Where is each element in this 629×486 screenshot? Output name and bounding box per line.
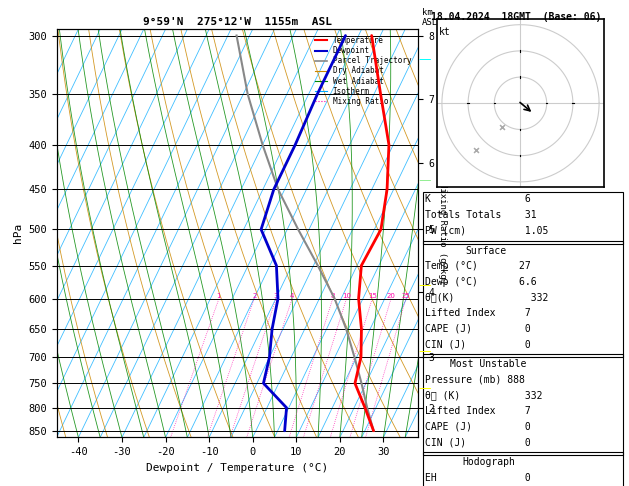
Text: 8: 8 xyxy=(330,293,335,298)
Text: —: — xyxy=(418,279,431,292)
Title: 9°59'N  275°12'W  1155m  ASL: 9°59'N 275°12'W 1155m ASL xyxy=(143,17,332,27)
Text: 3: 3 xyxy=(274,293,278,298)
Text: CIN (J)          0: CIN (J) 0 xyxy=(425,339,530,349)
Text: θᴇ(K)             332: θᴇ(K) 332 xyxy=(425,293,548,302)
Text: K                6: K 6 xyxy=(425,194,530,205)
Text: km
ASL: km ASL xyxy=(422,8,438,27)
Text: PW (cm)          1.05: PW (cm) 1.05 xyxy=(425,226,548,236)
Text: Hodograph: Hodograph xyxy=(462,457,515,467)
Text: CAPE (J)         0: CAPE (J) 0 xyxy=(425,421,530,432)
X-axis label: Dewpoint / Temperature (°C): Dewpoint / Temperature (°C) xyxy=(147,463,328,473)
Text: Lifted Index     7: Lifted Index 7 xyxy=(425,308,530,318)
Text: 18.04.2024  18GMT  (Base: 06): 18.04.2024 18GMT (Base: 06) xyxy=(431,12,601,22)
Text: Temp (°C)       27: Temp (°C) 27 xyxy=(425,261,530,271)
Text: 20: 20 xyxy=(387,293,396,298)
Y-axis label: hPa: hPa xyxy=(13,223,23,243)
Text: —: — xyxy=(418,382,431,395)
Text: Lifted Index     7: Lifted Index 7 xyxy=(425,406,530,416)
Text: θᴇ (K)           332: θᴇ (K) 332 xyxy=(425,390,542,400)
Text: Totals Totals    31: Totals Totals 31 xyxy=(425,210,536,220)
Text: CIN (J)          0: CIN (J) 0 xyxy=(425,437,530,447)
Text: —: — xyxy=(418,53,431,67)
Text: 4: 4 xyxy=(290,293,294,298)
Text: kt: kt xyxy=(439,27,451,37)
Text: Surface: Surface xyxy=(465,246,506,256)
Text: Mixing Ratio (g/kg): Mixing Ratio (g/kg) xyxy=(438,182,447,284)
Text: 10: 10 xyxy=(342,293,351,298)
Text: EH               0: EH 0 xyxy=(425,473,530,483)
Text: CAPE (J)         0: CAPE (J) 0 xyxy=(425,324,530,333)
Text: 15: 15 xyxy=(368,293,377,298)
Text: Most Unstable: Most Unstable xyxy=(450,359,526,369)
Text: Dewp (°C)       6.6: Dewp (°C) 6.6 xyxy=(425,277,536,287)
Legend: Temperature, Dewpoint, Parcel Trajectory, Dry Adiabat, Wet Adiabat, Isotherm, Mi: Temperature, Dewpoint, Parcel Trajectory… xyxy=(312,33,415,109)
Text: 25: 25 xyxy=(401,293,410,298)
Text: 2: 2 xyxy=(252,293,257,298)
Text: —: — xyxy=(418,174,431,188)
Text: —: — xyxy=(418,345,431,358)
Text: 1: 1 xyxy=(216,293,221,298)
Text: Pressure (mb) 888: Pressure (mb) 888 xyxy=(425,375,525,385)
